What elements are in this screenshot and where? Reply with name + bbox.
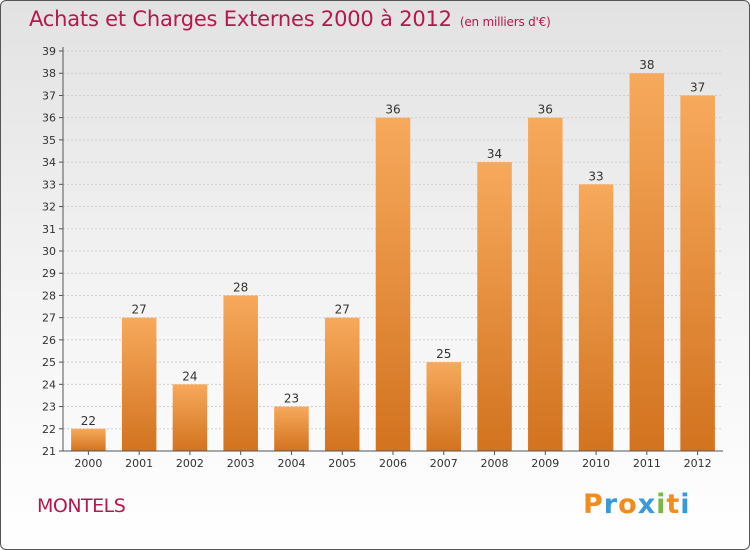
data-label: 27 <box>132 303 147 317</box>
chart-unit: (en milliers d'€) <box>459 15 551 29</box>
y-tick-label: 35 <box>42 134 56 147</box>
x-tick-label: 2010 <box>582 457 610 470</box>
y-tick-label: 32 <box>42 201 56 214</box>
y-tick-label: 27 <box>42 312 56 325</box>
y-tick-label: 23 <box>42 401 56 414</box>
y-tick-label: 30 <box>42 245 56 258</box>
y-tick-label: 36 <box>42 112 56 125</box>
logo-letter: P <box>583 489 604 520</box>
bar <box>528 117 563 452</box>
data-label: 34 <box>487 147 502 161</box>
logo-letter: o <box>618 489 638 520</box>
data-label: 33 <box>588 169 603 183</box>
x-tick-label: 2008 <box>481 457 509 470</box>
data-label: 38 <box>639 58 654 72</box>
axes: 21 22 23 24 25 26 27 28 29 30 31 32 33 34 35 36 37 38 39 20… <box>42 45 723 470</box>
logo-letter: i <box>680 489 691 520</box>
bar <box>274 406 309 451</box>
chart-title-text: Achats et Charges Externes 2000 à 2012 <box>29 7 452 31</box>
y-tick-label: 28 <box>42 289 56 302</box>
y-tick-label: 31 <box>42 223 56 236</box>
x-tick-label: 2005 <box>328 457 356 470</box>
x-tick-label: 2009 <box>531 457 559 470</box>
x-tick-label: 2002 <box>176 457 204 470</box>
bar <box>629 73 665 451</box>
logo-letter: t <box>666 489 681 520</box>
y-tick-label: 24 <box>42 378 56 391</box>
bar <box>375 117 411 452</box>
y-tick-label: 37 <box>42 89 56 102</box>
x-tick-label: 2004 <box>277 457 305 470</box>
data-labels: 22 27 24 28 23 27 36 25 34 36 33 38 37 <box>81 58 706 428</box>
y-tick-label: 26 <box>42 334 56 347</box>
data-label: 23 <box>284 392 299 406</box>
chart-title: Achats et Charges Externes 2000 à 2012 (e… <box>29 7 551 31</box>
bar <box>426 362 462 451</box>
x-tick-label: 2012 <box>684 457 712 470</box>
bar <box>578 184 614 452</box>
y-tick-label: 34 <box>42 156 56 169</box>
x-tick-label: 2001 <box>125 457 153 470</box>
bar <box>223 295 258 451</box>
bar <box>324 317 360 451</box>
logo-letter: i <box>656 489 667 520</box>
x-tick-label: 2006 <box>379 457 407 470</box>
data-label: 37 <box>690 80 705 94</box>
bar <box>477 162 512 451</box>
x-tick-label: 2007 <box>430 457 458 470</box>
x-tick-label: 2011 <box>633 457 661 470</box>
y-tick-label: 33 <box>42 178 56 191</box>
x-tick-label: 2000 <box>74 457 102 470</box>
bar <box>172 384 208 451</box>
y-tick-label: 38 <box>42 67 56 80</box>
y-tick-label: 22 <box>42 423 56 436</box>
x-tick-label: 2003 <box>227 457 255 470</box>
data-label: 22 <box>81 414 96 428</box>
bars <box>71 73 715 452</box>
data-label: 24 <box>182 369 197 383</box>
data-label: 25 <box>436 347 451 361</box>
bar <box>71 428 106 451</box>
y-tick-label: 21 <box>42 445 56 458</box>
bar <box>121 317 157 451</box>
bar <box>680 95 715 451</box>
data-label: 27 <box>335 303 350 317</box>
logo-letter: r <box>603 489 619 520</box>
y-tick-label: 29 <box>42 267 56 280</box>
y-tick-label: 25 <box>42 356 56 369</box>
y-tick-label: 39 <box>42 45 56 58</box>
commune-name: MONTELS <box>37 495 126 517</box>
data-label: 28 <box>233 280 248 294</box>
data-label: 36 <box>538 103 553 117</box>
data-label: 36 <box>385 103 400 117</box>
logo-letter: x <box>637 489 657 520</box>
proxiti-logo: Proxiti <box>583 489 691 520</box>
